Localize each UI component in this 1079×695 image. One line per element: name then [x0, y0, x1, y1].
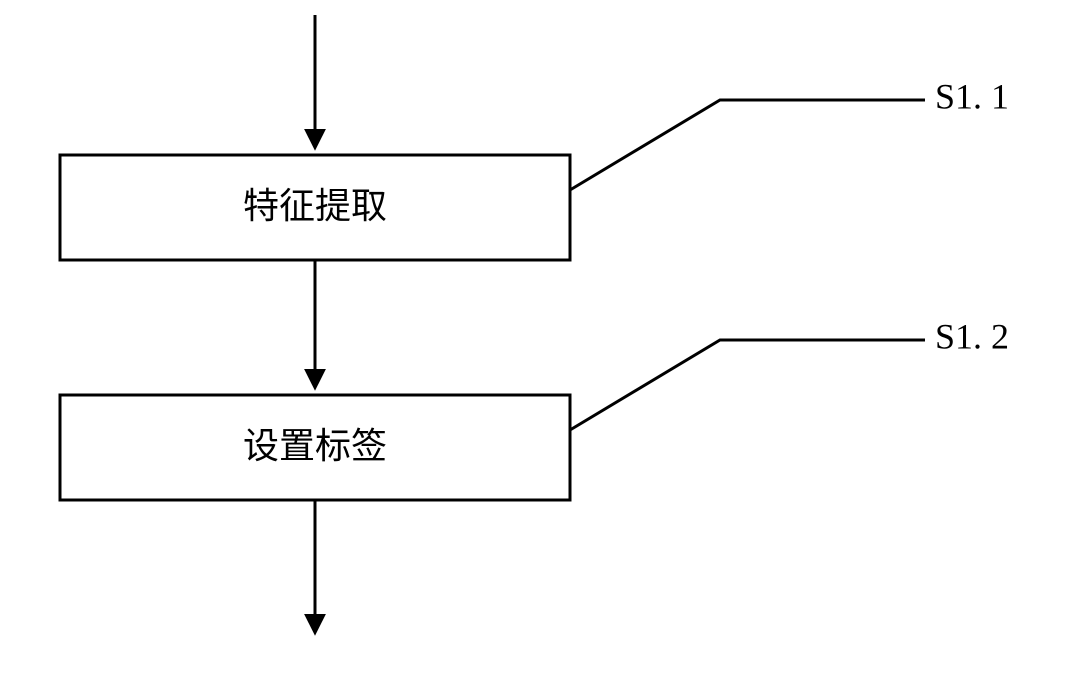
annotation-s1-1-text: S1. 1: [935, 76, 1009, 116]
node-s1-2-label: 设置标签: [243, 426, 387, 466]
annotation-s1-1-leader: [570, 100, 925, 190]
annotation-s1-2: S1. 2: [570, 316, 1009, 430]
node-s1-1: 特征提取: [60, 155, 570, 260]
annotation-s1-2-leader: [570, 340, 925, 430]
annotation-s1-2-text: S1. 2: [935, 316, 1009, 356]
annotation-s1-1: S1. 1: [570, 76, 1009, 190]
node-s1-1-label: 特征提取: [243, 186, 387, 226]
node-s1-2: 设置标签: [60, 395, 570, 500]
